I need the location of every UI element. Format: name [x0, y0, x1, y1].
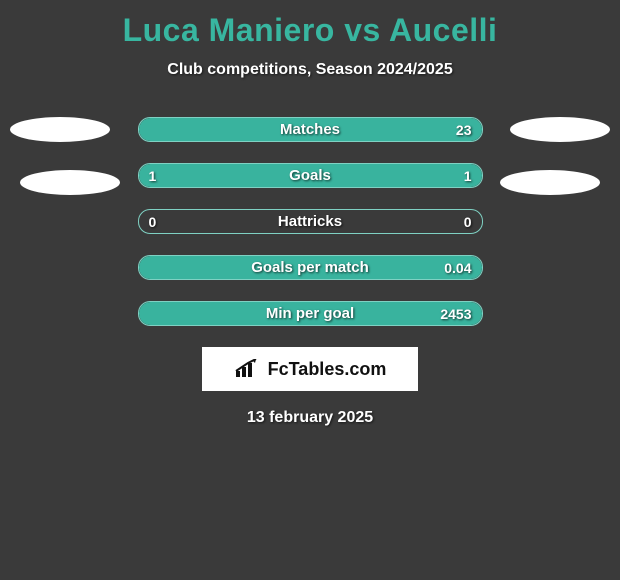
- subtitle: Club competitions, Season 2024/2025: [0, 61, 620, 79]
- source-badge-label: FcTables.com: [268, 359, 387, 380]
- stat-row: Goals per match0.04: [138, 255, 483, 280]
- stat-label: Hattricks: [139, 210, 482, 233]
- decor-ellipse-right-2: [500, 170, 600, 195]
- stat-row: Min per goal2453: [138, 301, 483, 326]
- stats-stage: Matches23 Goals11 Hattricks0 0 Goals per mat…: [0, 117, 620, 427]
- page-title: Luca Maniero vs Aucelli: [0, 0, 620, 49]
- stat-fill-left: [139, 164, 311, 187]
- stat-bars: Matches23 Goals11 Hattricks0 0 Goals per mat…: [138, 117, 483, 326]
- stat-fill: [139, 256, 482, 279]
- stat-fill: [139, 302, 482, 325]
- chart-icon: [234, 359, 262, 379]
- date-text: 13 february 2025: [0, 409, 620, 427]
- stat-row: Matches23: [138, 117, 483, 142]
- stat-value-right: 0: [464, 210, 472, 233]
- decor-ellipse-left-2: [20, 170, 120, 195]
- comparison-card: Luca Maniero vs Aucelli Club competition…: [0, 0, 620, 580]
- decor-ellipse-left-1: [10, 117, 110, 142]
- stat-fill: [139, 118, 482, 141]
- stat-row: Hattricks0 0: [138, 209, 483, 234]
- stat-row: Goals11: [138, 163, 483, 188]
- decor-ellipse-right-1: [510, 117, 610, 142]
- stat-fill-right: [310, 164, 482, 187]
- stat-value-left: 0: [149, 210, 157, 233]
- source-badge[interactable]: FcTables.com: [202, 347, 418, 391]
